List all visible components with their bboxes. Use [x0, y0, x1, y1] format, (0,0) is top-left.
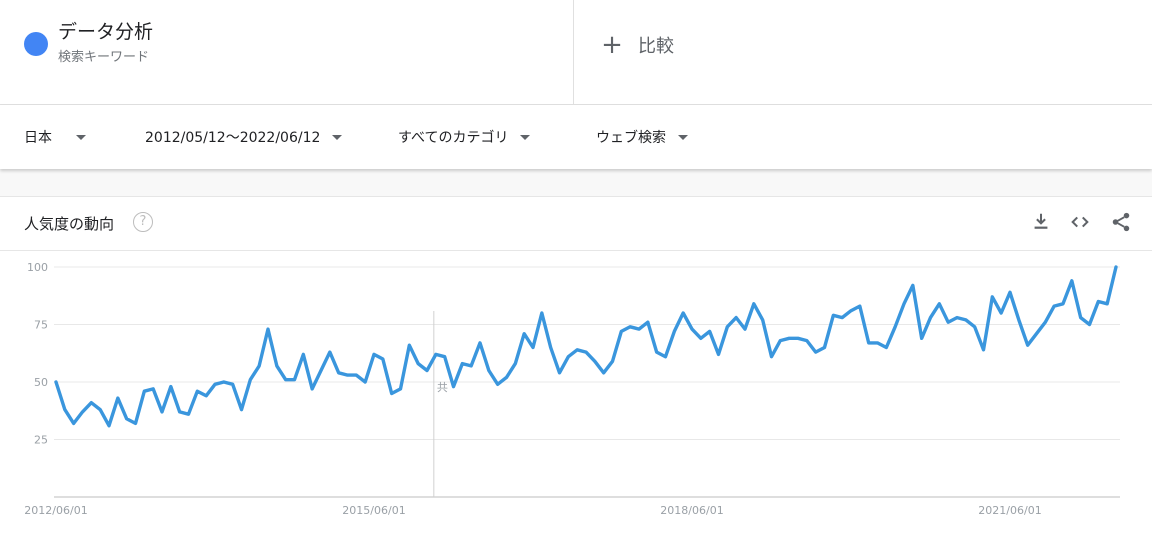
search-type-dropdown[interactable]: ウェブ検索 — [596, 105, 688, 169]
date-range-dropdown[interactable]: 2012/05/12～2022/06/12 — [145, 105, 343, 169]
term-name[interactable]: データ分析 — [58, 21, 154, 43]
category-value: すべてのカテゴリ — [398, 130, 509, 146]
y-axis-ticks: 25 50 75 100 — [27, 261, 48, 447]
trend-chart[interactable]: 25 50 75 100 2012/06/01 2015/06/01 2018/06/01… — [0, 251, 1152, 541]
card-header: 人気度の動向 ? — [0, 197, 1152, 251]
x-tick-label: 2018/06/01 — [660, 504, 723, 517]
compare-button[interactable]: + 比較 — [600, 30, 674, 60]
region-value: 日本 — [24, 130, 52, 146]
share-icon[interactable] — [1110, 211, 1132, 233]
y-tick-label: 75 — [34, 319, 48, 332]
chart-gridlines — [54, 266, 1120, 498]
hover-marker-label: 共 — [437, 381, 448, 394]
x-tick-label: 2012/06/01 — [24, 504, 87, 517]
term-type-label: 検索キーワード — [58, 50, 150, 65]
help-icon[interactable]: ? — [133, 212, 153, 232]
x-tick-label: 2021/06/01 — [978, 504, 1041, 517]
x-tick-label: 2015/06/01 — [342, 504, 405, 517]
chevron-down-icon — [678, 134, 688, 140]
card-title: 人気度の動向 — [24, 215, 115, 233]
search-term-bar: データ分析 検索キーワード + 比較 — [0, 0, 1152, 105]
y-tick-label: 50 — [34, 376, 48, 389]
y-tick-label: 25 — [34, 434, 48, 447]
search-term-card[interactable]: データ分析 検索キーワード — [0, 0, 574, 104]
interest-over-time-card: 人気度の動向 ? 25 50 75 100 2012/06/01 2015/06/01 2… — [0, 196, 1152, 541]
embed-code-icon[interactable] — [1069, 211, 1091, 233]
region-dropdown[interactable]: 日本 — [24, 105, 86, 169]
download-icon[interactable] — [1030, 211, 1052, 233]
compare-label: 比較 — [638, 36, 674, 57]
plus-icon: + — [601, 30, 623, 60]
series-line-data-analysis[interactable] — [54, 265, 1118, 428]
x-axis-ticks: 2012/06/01 2015/06/01 2018/06/01 2021/06/01 — [24, 504, 1041, 517]
chevron-down-icon — [332, 134, 343, 140]
date-range-value: 2012/05/12～2022/06/12 — [145, 130, 321, 146]
category-dropdown[interactable]: すべてのカテゴリ — [398, 105, 531, 169]
search-type-value: ウェブ検索 — [596, 130, 666, 146]
chevron-down-icon — [520, 134, 531, 140]
chevron-down-icon — [76, 134, 86, 140]
y-tick-label: 100 — [27, 261, 48, 274]
filter-bar: 日本 2012/05/12～2022/06/12 すべてのカテゴリ ウェブ検索 — [0, 105, 1152, 169]
term-color-dot — [24, 32, 48, 56]
